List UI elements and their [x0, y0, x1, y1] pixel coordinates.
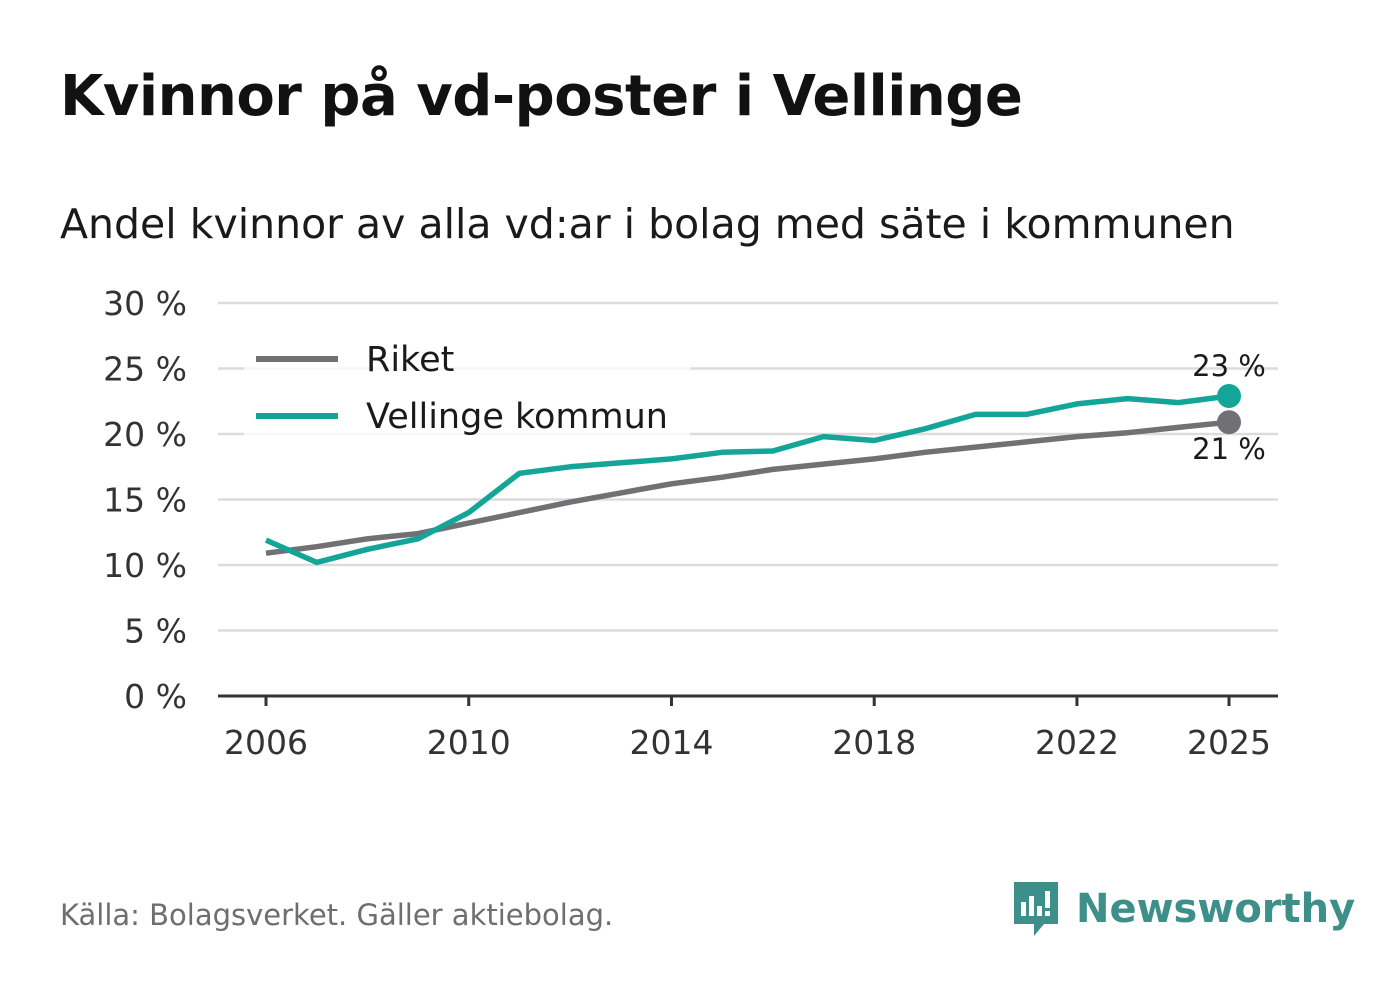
y-tick-label: 15 % [103, 481, 187, 520]
end-label-vellinge-kommun: 23 % [1192, 349, 1266, 383]
line-chart: 0 %5 %10 %15 %20 %25 %30 % 2006 2010 2014 2… [103, 284, 1278, 762]
y-tick-label: 25 % [103, 350, 187, 389]
x-axis: 2006 2010 2014 2018 2022 2025 [218, 694, 1278, 762]
brand-logo: Newsworthy [1010, 878, 1355, 940]
x-tick-label: 2014 [629, 723, 713, 762]
y-tick-label: 20 % [103, 415, 187, 454]
x-tick-label: 2025 [1187, 723, 1271, 762]
series-lines [264, 384, 1241, 566]
legend-label-riket: Riket [366, 340, 454, 380]
y-tick-label: 30 % [103, 284, 187, 323]
series-line-vellinge-kommun [264, 393, 1230, 566]
end-point-vellinge-kommun [1217, 384, 1241, 409]
x-tick-label: 2018 [832, 723, 916, 762]
y-tick-label: 0 % [124, 677, 187, 716]
brand-name: Newsworthy [1076, 886, 1356, 932]
legend: Riket Vellinge kommun [244, 330, 690, 442]
newsworthy-logo-icon [1014, 882, 1058, 936]
x-tick-label: 2022 [1035, 723, 1119, 762]
x-tick-label: 2010 [427, 723, 511, 762]
y-tick-label: 5 % [124, 612, 187, 651]
source-note: Källa: Bolagsverket. Gäller aktiebolag. [60, 898, 614, 932]
y-axis: 0 % 5 % 10 % 15 % 20 % 25 % 30 % [103, 284, 187, 716]
legend-background [244, 330, 690, 442]
end-point-riket [1217, 410, 1241, 435]
end-labels: 21 % 23 % [1192, 349, 1266, 466]
legend-label-vellinge-kommun: Vellinge kommun [366, 397, 668, 437]
x-tick-label: 2006 [224, 723, 308, 762]
y-tick-label: 10 % [103, 546, 187, 585]
chart-subtitle: Andel kvinnor av alla vd:ar i bolag med … [60, 200, 1235, 248]
page-title: Kvinnor på vd-poster i Vellinge [60, 64, 1023, 129]
end-label-riket: 21 % [1192, 432, 1266, 466]
